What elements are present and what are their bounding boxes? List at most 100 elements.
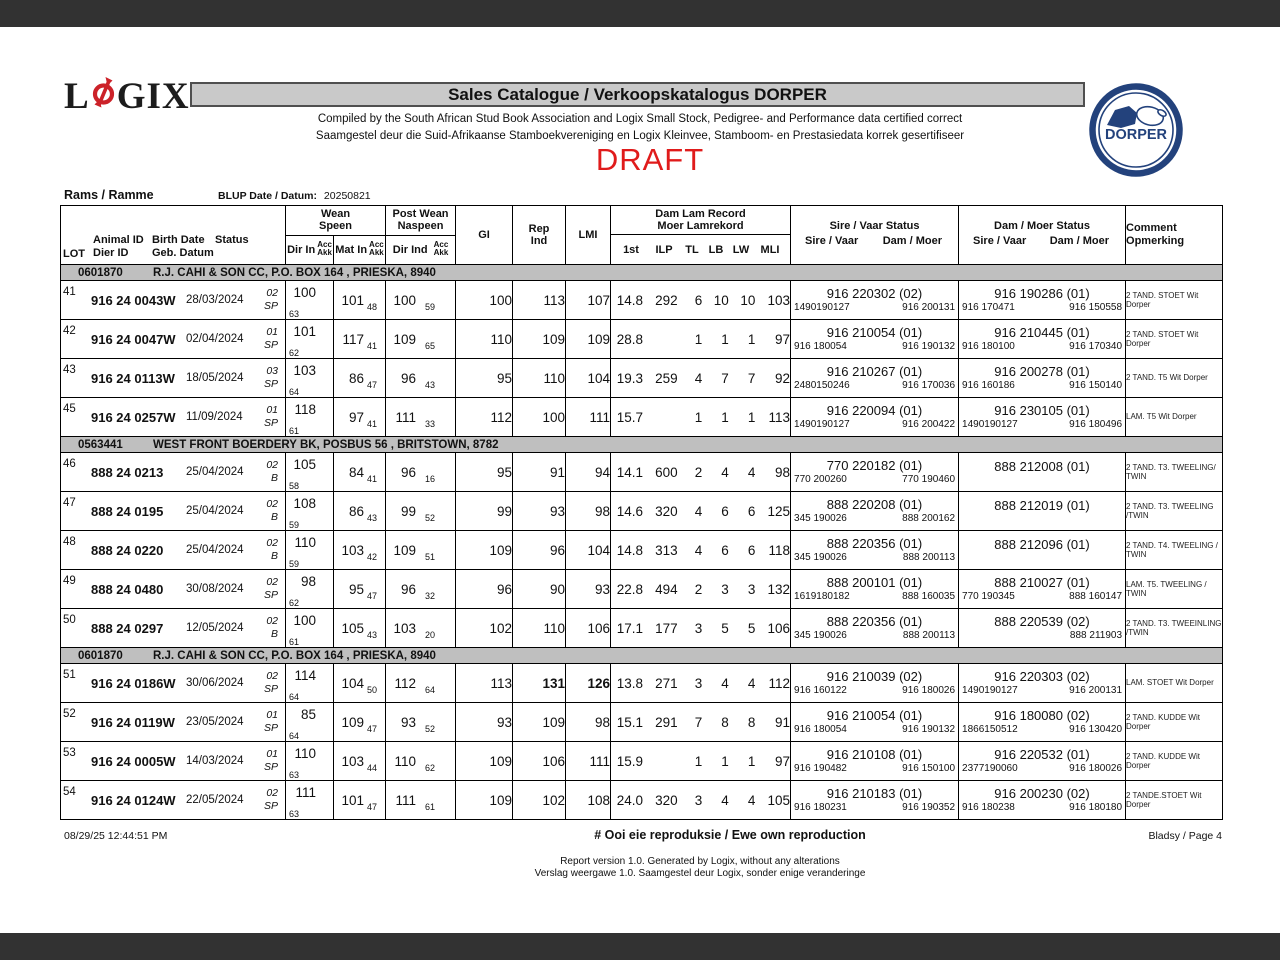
- gi-value: 96: [455, 569, 514, 609]
- pedigree-main-id: 888 200101 (01): [826, 575, 923, 590]
- pedigree-sire-id: 2377190060: [962, 763, 1018, 774]
- postwean-dir-cell: 109 51: [385, 530, 457, 570]
- accuracy-value: 20: [425, 629, 436, 640]
- sire-status-cell: 916 210054 (01) 916 180054 916 190132: [790, 319, 960, 359]
- pedigree-parents: 916 170471 916 150558: [959, 301, 1125, 315]
- dam-status-cell: 916 190286 (01) 916 170471 916 150558: [958, 280, 1127, 320]
- inter-lambing-period: 313: [655, 542, 678, 558]
- postwean-dir-cell: 96 43: [385, 358, 457, 398]
- pedigree-parents: [959, 513, 1125, 526]
- wean-mat-cell: 97 41: [332, 397, 387, 437]
- first-lambing-age: 28.8: [616, 331, 644, 347]
- wean-mat-cell: 109 47: [332, 702, 387, 742]
- birth-date: 23/05/2024: [186, 716, 244, 728]
- pedigree-sire-id: 916 180231: [794, 802, 847, 813]
- pedigree-main-id: 888 220356 (01): [826, 536, 923, 551]
- lambs-weaned: 6: [747, 542, 756, 558]
- accuracy-value: 44: [367, 762, 378, 773]
- lambs-weaned: 1: [747, 753, 756, 769]
- lambs-weaned: 4: [747, 464, 756, 480]
- rep-ind-value: 93: [512, 491, 567, 531]
- animal-id: 916 24 0124W: [91, 792, 176, 808]
- accuracy-value: 47: [367, 723, 378, 734]
- status-line2: B: [270, 628, 278, 640]
- page-title: Sales Catalogue / Verkoopskatalogus DORP…: [448, 84, 827, 104]
- header-identity-block: LOT Animal ID Dier ID Birth Date Geb. Da…: [60, 205, 286, 265]
- pedigree-dam-id: 916 180496: [1069, 419, 1123, 430]
- mli-value: 98: [774, 464, 790, 480]
- comment-text: 2 TAND. T3. TWEEINLING /TWIN: [1126, 618, 1222, 638]
- pedigree-sire-id: 916 160186: [962, 380, 1015, 391]
- status-line2: SP: [263, 378, 278, 390]
- row-identity-cell: 43 916 24 0113W 18/05/2024 03 SP: [60, 358, 286, 398]
- accuracy-value: 48: [367, 301, 378, 312]
- wean-dir-cell: 103 64: [285, 358, 334, 398]
- rep-ind-value: 110: [512, 358, 567, 398]
- status-line1: 01: [266, 748, 278, 760]
- group-row: 0601870 R.J. CAHI & SON CC, P.O. BOX 164 …: [59, 264, 1224, 281]
- postwean-dir-cell: 109 65: [385, 319, 457, 359]
- comment-cell: LAM. T5 Wit Dorper: [1125, 397, 1224, 437]
- sire-status-cell: 888 220356 (01) 345 190026 888 200113: [790, 530, 960, 570]
- accuracy-value: 64: [289, 692, 300, 702]
- accuracy-value: 43: [425, 379, 436, 390]
- birth-date: 25/04/2024: [186, 466, 244, 478]
- wean-mat-cell: 95 47: [332, 569, 387, 609]
- wean-dir-cell: 100 61: [285, 608, 334, 648]
- index-value: 101: [341, 292, 364, 308]
- lambs-born: 8: [721, 714, 729, 730]
- wean-mat-cell: 84 41: [332, 452, 387, 492]
- index-value: 96: [400, 464, 417, 480]
- sire-status-cell: 916 210054 (01) 916 180054 916 190132: [790, 702, 960, 742]
- table-row: 46 888 24 0213 25/04/2024 02 B 10558 84 41 96 16 9…: [60, 452, 1224, 492]
- table-row: 51 916 24 0186W 30/06/2024 02 SP 11464 104 50 11…: [60, 663, 1224, 703]
- first-lambing-age: 14.8: [616, 542, 644, 558]
- lambs-born: 10: [713, 292, 729, 308]
- status: 02 SP: [257, 670, 285, 696]
- inter-lambing-period: 600: [655, 464, 678, 480]
- sire-status-cell: 916 210039 (02) 916 160122 916 180026: [790, 663, 960, 703]
- comment-cell: 2 TAND. KUDDE Wit Dorper: [1125, 741, 1224, 781]
- accuracy-value: 43: [367, 629, 378, 640]
- sire-status-cell: 916 220094 (01) 1490190127 916 200422: [790, 397, 960, 437]
- total-lambings: 3: [694, 620, 703, 636]
- gi-value: 95: [455, 452, 514, 492]
- lambs-born: 3: [721, 581, 729, 597]
- header-birth-date: Birth Date Geb. Datum: [152, 234, 214, 259]
- animal-id: 916 24 0119W: [91, 714, 175, 730]
- pedigree-main-id: 916 220094 (01): [826, 403, 923, 418]
- lot-number: 50: [63, 614, 76, 626]
- first-lambing-age: 17.1: [616, 620, 644, 636]
- status-line1: 02: [266, 459, 278, 471]
- pedigree-main-id: 916 230105 (01): [994, 403, 1090, 418]
- table-row: 43 916 24 0113W 18/05/2024 03 SP 10364 86 47 96 4…: [60, 358, 1224, 398]
- pedigree-parents: 916 180054 916 190132: [791, 340, 958, 354]
- birth-date: 14/03/2024: [186, 755, 244, 767]
- lot-number: 45: [63, 403, 76, 415]
- pedigree-dam-id: 916 190352: [902, 802, 956, 813]
- sire-status-cell: 770 220182 (01) 770 200260 770 190460: [790, 452, 960, 492]
- mli-value: 97: [774, 331, 790, 347]
- rep-ind-value: 102: [512, 780, 567, 820]
- status: 02 B: [257, 498, 285, 524]
- wean-mat-cell: 101 47: [332, 780, 387, 820]
- status-line2: SP: [263, 722, 278, 734]
- lambs-weaned: 6: [747, 503, 756, 519]
- gi-value: 99: [455, 491, 514, 531]
- pedigree-sire-id: 916 180054: [794, 341, 847, 352]
- status-line1: 02: [266, 787, 278, 799]
- index-value: 95: [348, 581, 364, 597]
- lot-number: 47: [63, 497, 76, 509]
- rep-ind-value: 113: [512, 280, 567, 320]
- comment-text: 2 TAND. T4. TWEELING / TWIN: [1126, 540, 1218, 560]
- pedigree-dam-id: 916 190132: [902, 341, 956, 352]
- pedigree-sire-id: 916 180100: [962, 341, 1015, 352]
- wean-mat-cell: 86 43: [332, 491, 387, 531]
- lot-number: 43: [63, 364, 76, 376]
- accuracy-value: 47: [367, 801, 378, 812]
- header-status: Status: [215, 234, 249, 246]
- pedigree-sire-id: 345 190026: [794, 513, 847, 524]
- accuracy-value: 61: [425, 801, 436, 812]
- dam-status-cell: 916 220532 (01) 2377190060 916 180026: [958, 741, 1127, 781]
- header-lmi: LMI: [565, 205, 612, 265]
